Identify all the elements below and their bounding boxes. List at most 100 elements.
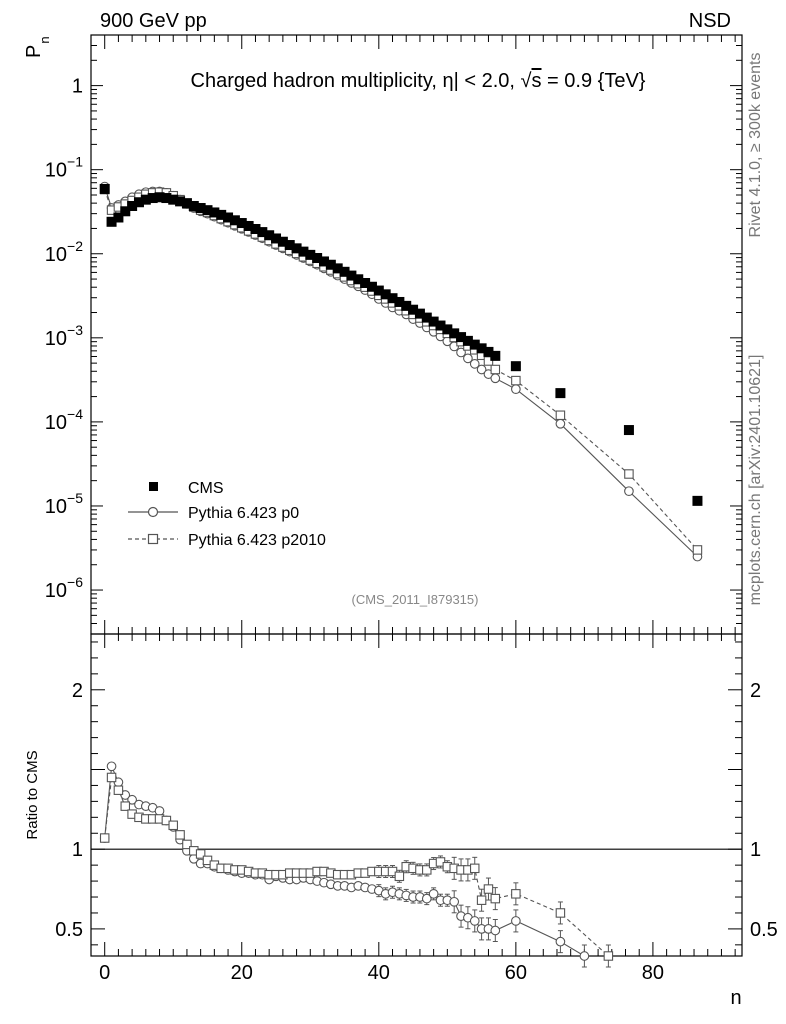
data-point	[243, 220, 254, 231]
data-point	[120, 206, 131, 217]
data-point	[579, 951, 590, 961]
header-left-label: 900 GeV pp	[100, 10, 207, 32]
data-point	[113, 785, 124, 795]
data-point	[154, 192, 165, 203]
data-point	[373, 285, 384, 296]
legend-p2010-label: Pythia 6.423 p2010	[188, 532, 326, 549]
data-point	[168, 820, 178, 831]
data-point	[147, 193, 158, 204]
tick-base: 10	[45, 328, 67, 350]
analysis-id-label: (CMS_2011_I879315)	[352, 592, 479, 607]
data-point	[555, 388, 566, 399]
data-point	[490, 893, 501, 904]
data-point	[490, 364, 501, 375]
data-point	[603, 951, 614, 961]
data-point	[490, 373, 501, 384]
tick-base: 10	[45, 412, 67, 434]
data-point	[462, 335, 473, 346]
data-point	[223, 212, 234, 223]
main-y-tick-label: 10−6	[45, 574, 83, 602]
data-point	[469, 359, 480, 369]
legend-entry-cms: CMS	[149, 480, 224, 497]
data-point	[127, 200, 138, 211]
data-point	[291, 243, 302, 254]
main-y-tick-label: 10−4	[45, 406, 83, 434]
data-point	[366, 281, 377, 292]
main-series-layer	[99, 181, 703, 562]
tick-exponent: −5	[67, 490, 83, 506]
data-point	[511, 889, 521, 899]
data-point	[106, 761, 117, 772]
data-point	[469, 863, 480, 874]
data-point	[421, 312, 432, 323]
data-point	[133, 197, 144, 208]
data-point	[202, 205, 213, 216]
data-point	[387, 866, 398, 877]
rivet-version-label: Rivet 4.1.0, ≥ 300k events	[747, 53, 764, 238]
data-point	[120, 801, 131, 811]
data-point	[510, 361, 521, 372]
data-point	[435, 320, 446, 331]
ratio-panel-frame	[90, 633, 743, 957]
data-point	[305, 249, 316, 260]
data-point	[257, 227, 268, 238]
main-plot-title: Charged hadron multiplicity, η| < 2.0, √…	[191, 70, 646, 92]
data-point	[449, 328, 460, 339]
main-y-tick-labels: 110−110−210−310−410−510−6	[45, 76, 83, 602]
ratio-y-tick-label-right: 0.5	[750, 919, 778, 941]
x-tick-labels: 0 20 40 60 80	[99, 962, 664, 984]
x-tick-label: 60	[505, 962, 527, 984]
tick-exponent: −4	[67, 406, 83, 422]
legend: CMS Pythia 6.423 p0 Pythia 6.423 p2010	[128, 480, 326, 549]
data-point	[346, 270, 357, 281]
data-point	[490, 925, 501, 936]
data-point	[692, 545, 703, 555]
x-tick-label: 80	[642, 962, 664, 984]
ratio-y-axis-label: Ratio to CMS	[24, 750, 41, 839]
data-point	[401, 300, 412, 311]
tick-base: 10	[45, 244, 67, 266]
ratio-y-tick-label-left: 1	[72, 839, 83, 861]
data-point	[99, 183, 110, 194]
legend-p0-label: Pythia 6.423 p0	[188, 505, 299, 522]
ratio-y-tick-label-left: 0.5	[55, 919, 83, 941]
tick-base: 10	[45, 160, 67, 182]
data-point	[264, 230, 275, 241]
legend-p2010-marker	[147, 533, 159, 545]
data-point	[195, 849, 206, 859]
data-point	[421, 893, 432, 904]
data-point	[106, 216, 117, 227]
data-point	[175, 830, 185, 840]
legend-entry-pythia-p0: Pythia 6.423 p0	[128, 505, 299, 522]
data-point	[236, 218, 247, 229]
data-point	[229, 215, 240, 226]
tick-base: 10	[45, 496, 67, 518]
data-point	[161, 193, 172, 204]
data-point	[312, 253, 323, 264]
data-point	[476, 364, 487, 375]
data-point	[408, 304, 419, 315]
data-point	[298, 246, 309, 257]
data-point	[623, 425, 634, 436]
ratio-y-tick-label-right: 2	[750, 680, 761, 702]
legend-cms-label: CMS	[188, 480, 224, 497]
data-point	[624, 469, 634, 479]
main-y-axis-label: Pn	[23, 36, 52, 58]
data-point	[555, 410, 566, 420]
data-point	[182, 839, 192, 850]
tick-exponent: −3	[67, 322, 83, 338]
data-point	[414, 308, 425, 319]
data-point	[181, 198, 192, 209]
tick-exponent: −2	[67, 238, 83, 254]
tick-exponent: −6	[67, 574, 83, 590]
tick-base: 10	[45, 580, 67, 602]
legend-cms-marker	[149, 482, 158, 491]
ratio-series-layer	[99, 761, 614, 968]
data-point	[353, 274, 364, 285]
data-point	[442, 324, 453, 335]
x-tick-label: 0	[99, 962, 110, 984]
data-point	[209, 207, 220, 218]
data-point	[555, 908, 566, 918]
data-point	[511, 384, 521, 395]
data-point	[624, 486, 634, 497]
